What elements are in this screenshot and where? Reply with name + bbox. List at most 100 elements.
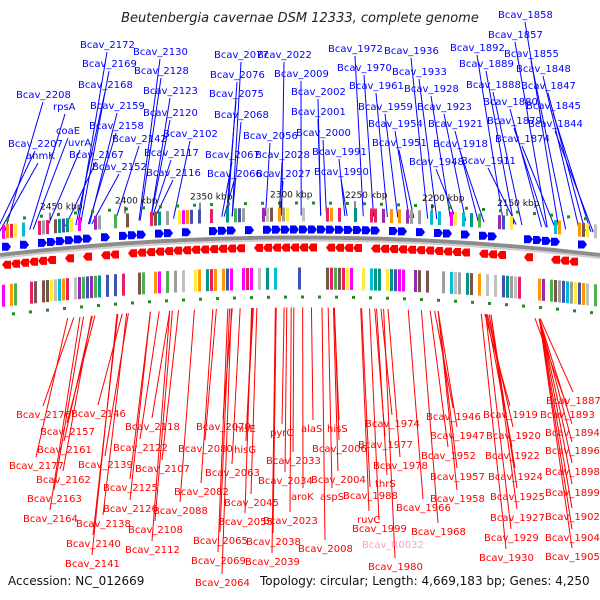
feature-marker (584, 217, 587, 221)
gene-label: Bcav_1848 (516, 64, 571, 75)
gene-arrow (461, 230, 470, 239)
feature-block (406, 209, 409, 224)
gene-label: Bcav_1972 (328, 44, 383, 55)
feature-marker (63, 306, 66, 310)
feature-block (78, 277, 81, 300)
feature-block (234, 208, 237, 223)
feature-block (562, 280, 565, 303)
gene-label: alaS (301, 424, 322, 435)
feature-block (42, 220, 45, 235)
gene-label: Bcav_1929 (484, 533, 539, 544)
leader-line (430, 95, 452, 220)
leader-line (29, 113, 66, 230)
gene-arrow (164, 247, 173, 256)
leader-line (538, 318, 573, 509)
feature-block (2, 284, 5, 307)
feature-marker (227, 202, 230, 206)
feature-block (238, 208, 241, 223)
feature-marker (335, 295, 338, 299)
gene-arrow (353, 244, 362, 253)
scale-tick-label: 2250 kbp (345, 191, 388, 201)
gene-arrow (182, 246, 191, 255)
scale-tick-label: 2300 kbp (270, 191, 313, 201)
gene-label: Bcav_1954 (368, 119, 423, 130)
leader-line (231, 308, 241, 465)
leader-line (435, 168, 457, 221)
feature-marker (414, 204, 417, 208)
feature-block (510, 216, 513, 231)
feature-block (198, 209, 201, 224)
feature-marker (454, 299, 457, 303)
gene-label: Bcav_2126 (103, 504, 158, 515)
leader-line (333, 307, 340, 441)
leader-line (153, 179, 174, 220)
leader-line (42, 317, 75, 407)
feature-block (222, 268, 225, 291)
gene-label: Bcav_2107 (135, 464, 190, 475)
gene-label: Bcav_1874 (495, 134, 550, 145)
leader-line (394, 130, 410, 218)
feature-block (86, 276, 89, 299)
gene-label: Bcav_1959 (358, 102, 413, 113)
gene-label: Bcav_2108 (128, 525, 183, 536)
gene-label: Bcav_1927 (490, 513, 545, 524)
feature-block (374, 268, 377, 291)
gene-arrow (344, 243, 353, 252)
feature-block (370, 208, 373, 223)
leader-line (154, 310, 173, 522)
feature-block (106, 274, 109, 297)
gene-label: Bcav_1947 (430, 431, 485, 442)
gene-label: Bcav_2088 (153, 506, 208, 517)
leader-line (375, 92, 388, 218)
gene-arrow (479, 231, 488, 240)
feature-block (282, 207, 285, 222)
feature-block (566, 281, 569, 304)
gene-label: Bcav_1919 (483, 410, 538, 421)
gene-label: Bcav_2112 (125, 545, 180, 556)
feature-block (34, 281, 37, 304)
leader-line (486, 314, 514, 428)
gene-label: hisG (234, 445, 256, 456)
feature-block (518, 276, 521, 299)
gene-arrow (200, 245, 209, 254)
leader-line (151, 310, 171, 542)
feature-block (126, 213, 129, 228)
feature-marker (329, 201, 332, 205)
feature-block (370, 268, 373, 291)
leader-line (514, 41, 548, 228)
leader-line (363, 74, 375, 217)
feature-block (418, 270, 421, 293)
feature-block (554, 220, 557, 235)
gene-arrow (65, 254, 74, 263)
gene-arrow (290, 243, 299, 252)
gene-label: Bcav_2008 (298, 544, 353, 555)
gene-arrow (452, 247, 461, 256)
gene-label: Bcav_2027 (256, 169, 311, 180)
feature-block (54, 279, 57, 302)
feature-block (502, 275, 505, 298)
gene-arrow (308, 225, 317, 234)
feature-marker (505, 303, 508, 307)
feature-block (514, 276, 517, 299)
gene-label: Bcav_1847 (521, 81, 576, 92)
feature-block (558, 220, 561, 235)
feature-block (486, 274, 489, 297)
feature-marker (318, 295, 321, 299)
gene-label: Bcav_2063 (205, 468, 260, 479)
leader-line (151, 159, 172, 220)
gene-arrow (83, 252, 92, 261)
feature-block (338, 207, 341, 222)
gene-label: Bcav_2208 (16, 90, 71, 101)
leader-line (223, 180, 235, 217)
gene-arrow (344, 225, 353, 234)
feature-block (414, 270, 417, 293)
feature-block (550, 279, 553, 302)
leader-line (509, 108, 542, 227)
feature-block (42, 280, 45, 303)
feature-block (94, 215, 97, 230)
feature-block (450, 271, 453, 294)
gene-label: Bcav_1896 (545, 446, 600, 457)
feature-marker (465, 206, 468, 210)
gene-label: Bcav_2163 (27, 494, 82, 505)
